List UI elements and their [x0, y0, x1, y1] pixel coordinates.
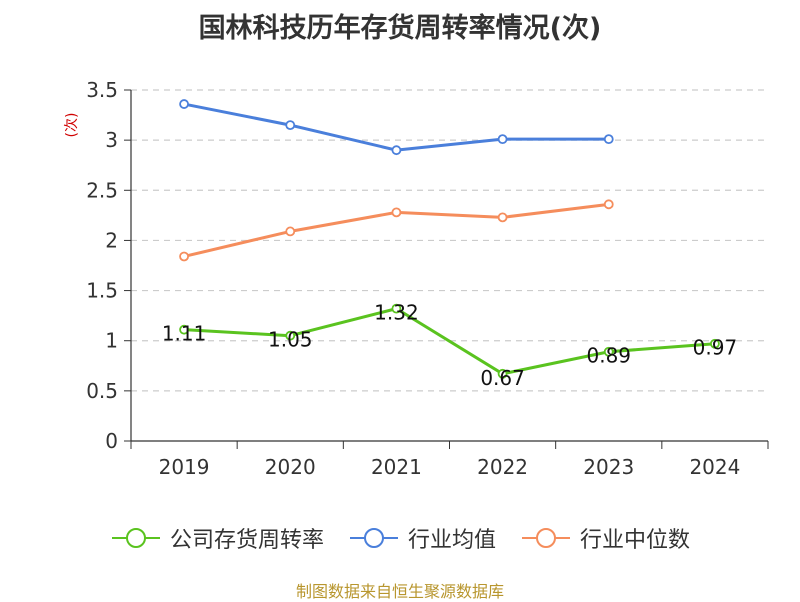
y-tick-label: 3: [105, 128, 118, 152]
x-tick-label: 2023: [583, 455, 634, 479]
legend-marker-icon: [111, 528, 160, 548]
y-tick-label: 2: [105, 228, 118, 252]
data-label: 0.67: [480, 366, 525, 390]
data-source-note: 制图数据来自恒生聚源数据库: [295, 582, 504, 601]
data-point: [603, 134, 614, 145]
data-point: [391, 145, 402, 156]
legend-label: 行业中位数: [580, 528, 691, 553]
data-label: 0.97: [693, 336, 738, 360]
x-tick-label: 2021: [371, 455, 422, 479]
data-label: 1.05: [268, 328, 313, 352]
x-tick-label: 2022: [477, 455, 528, 479]
data-label: 0.89: [586, 344, 631, 368]
data-point: [285, 120, 296, 130]
data-point: [391, 207, 402, 218]
data-point: [179, 324, 189, 335]
series-line-1: [183, 102, 609, 152]
legend-item[interactable]: 行业均值: [348, 522, 496, 554]
data-point: [285, 226, 296, 237]
data-point: [391, 303, 402, 314]
legend-item[interactable]: 行业中位数: [520, 522, 690, 554]
data-point: [497, 212, 508, 223]
y-tick-label: 1.5: [86, 279, 118, 303]
legend-label: 行业均值: [407, 528, 496, 553]
series-line-0: [183, 307, 716, 376]
x-tick-label: 2024: [689, 455, 740, 479]
data-point: [497, 368, 508, 379]
data-point: [179, 99, 189, 109]
data-point: [497, 134, 508, 145]
legend-item[interactable]: 公司存货周转率: [110, 522, 324, 554]
y-tick-label: 0.5: [86, 379, 118, 403]
legend: 公司存货周转率 行业均值 行业中位数: [0, 520, 800, 556]
data-point: [285, 330, 296, 341]
chart-title: 国林科技历年存货周转率情况(次): [198, 13, 602, 44]
data-label: 1.32: [374, 301, 419, 325]
data-point: [603, 199, 614, 210]
legend-marker-icon: [522, 528, 570, 548]
data-point: [179, 251, 189, 262]
data-point: [603, 346, 614, 357]
legend-marker-icon: [349, 528, 398, 548]
data-point: [710, 338, 720, 349]
y-tick-label: 3.5: [86, 78, 118, 102]
x-tick-label: 2020: [265, 455, 316, 479]
y-tick-label: 2.5: [86, 178, 118, 202]
y-axis-label: (次): [64, 113, 80, 138]
legend-label: 公司存货周转率: [169, 528, 324, 553]
data-label: 1.11: [162, 322, 207, 346]
y-tick-label: 1: [105, 329, 118, 353]
y-tick-label: 0: [105, 429, 118, 453]
x-tick-label: 2019: [159, 455, 210, 479]
